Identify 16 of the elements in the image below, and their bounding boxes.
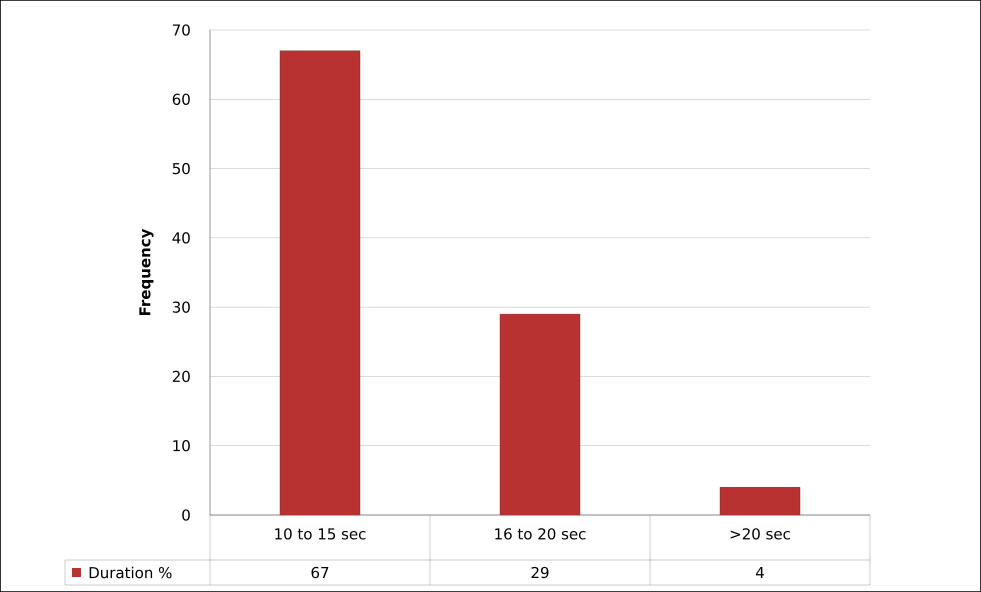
y-tick-label: 60 [172,94,190,105]
y-tick-label: 50 [172,162,190,174]
y-tick-label: 70 [172,24,190,36]
y-axis-title: Frequency [139,228,154,316]
x-tick-label: 10 to 15 sec [275,528,366,540]
legend-label: Duration % [90,566,172,578]
y-tick-label: 0 [182,509,190,521]
data-label: 4 [756,567,764,578]
data-label: 29 [532,566,548,578]
x-tick-label: 16 to 20 sec [495,528,586,540]
y-tick-label: 20 [172,370,190,382]
data-label: 67 [312,566,328,578]
x-tick-label: >20 sec [730,528,790,540]
y-tick-label: 40 [172,232,190,244]
y-tick-label: 30 [172,301,190,313]
y-tick-label: 10 [173,440,190,452]
